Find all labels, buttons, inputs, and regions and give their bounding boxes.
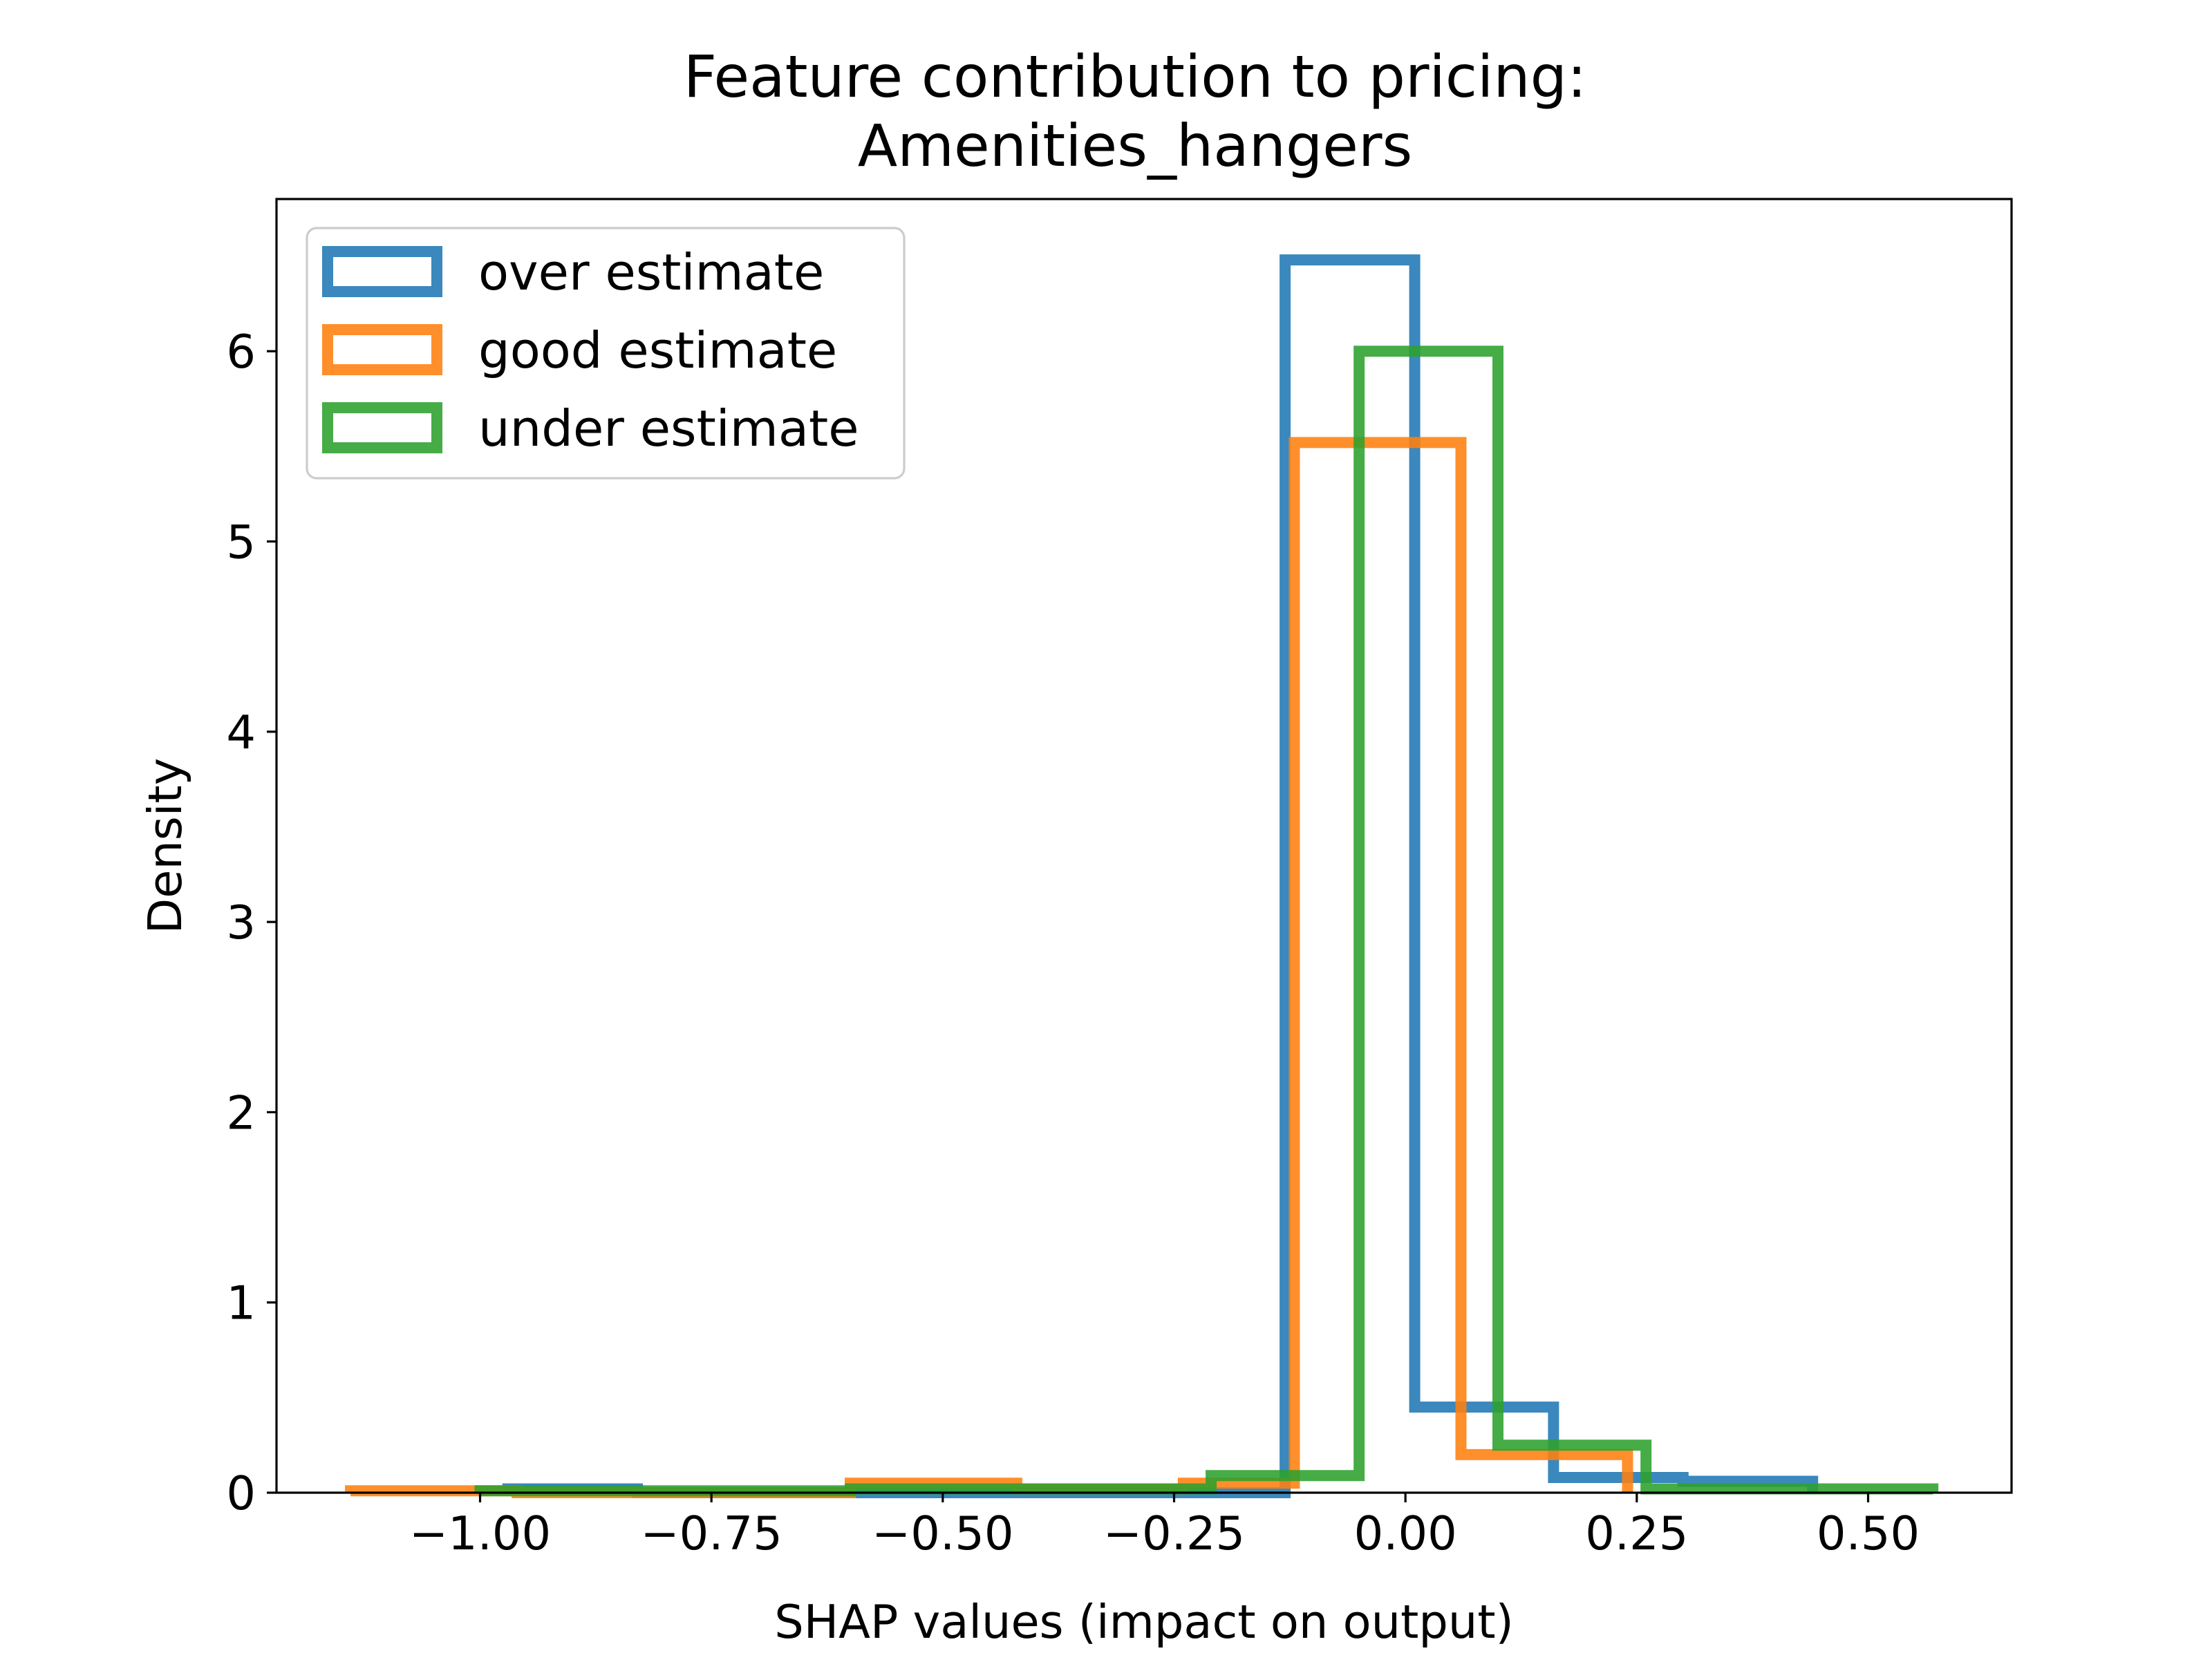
histogram-series-2 bbox=[474, 346, 1939, 1497]
x-tick-label-3: −0.25 bbox=[1103, 1507, 1245, 1560]
y-axis: 0 1 2 3 4 5 6 bbox=[226, 325, 276, 1520]
plot-frame bbox=[275, 198, 2013, 1494]
legend-label-1: good estimate bbox=[478, 321, 837, 379]
y-tick-label-0: 0 bbox=[226, 1466, 256, 1520]
x-tick-label-2: −0.50 bbox=[872, 1507, 1013, 1560]
legend-box bbox=[306, 227, 906, 480]
y-tick-label-3: 3 bbox=[226, 896, 256, 950]
legend: over estimate good estimate under estimate bbox=[306, 227, 906, 480]
y-tick-label-4: 4 bbox=[226, 706, 256, 759]
y-tick-label-2: 2 bbox=[226, 1086, 256, 1140]
x-axis-label: SHAP values (impact on output) bbox=[774, 1595, 1514, 1649]
x-tick-label-6: 0.50 bbox=[1817, 1507, 1920, 1560]
legend-label-2: under estimate bbox=[478, 399, 859, 457]
x-tick-label-1: −0.75 bbox=[641, 1507, 782, 1560]
y-tick-label-6: 6 bbox=[226, 325, 256, 379]
histogram-series-1 bbox=[345, 437, 1633, 1498]
y-tick-label-1: 1 bbox=[226, 1276, 256, 1330]
x-tick-label-5: 0.25 bbox=[1585, 1507, 1688, 1560]
x-tick-label-4: 0.00 bbox=[1354, 1507, 1457, 1560]
legend-label-0: over estimate bbox=[478, 243, 824, 301]
chart-title-line-2: Amenities_hangers bbox=[858, 112, 1413, 180]
chart-title-line-1: Feature contribution to pricing: bbox=[684, 43, 1587, 111]
legend-swatch-1 bbox=[322, 324, 442, 375]
legend-swatch-0 bbox=[322, 246, 442, 297]
x-tick-label-0: −1.00 bbox=[409, 1507, 551, 1560]
legend-swatch-2 bbox=[322, 402, 442, 453]
y-axis-label: Density bbox=[138, 758, 192, 934]
chart-title: Feature contribution to pricing: Ameniti… bbox=[684, 43, 1587, 180]
x-axis: −1.00 −0.75 −0.50 −0.25 0.00 0.25 0.50 bbox=[409, 1493, 1920, 1560]
y-tick-label-5: 5 bbox=[226, 516, 256, 569]
